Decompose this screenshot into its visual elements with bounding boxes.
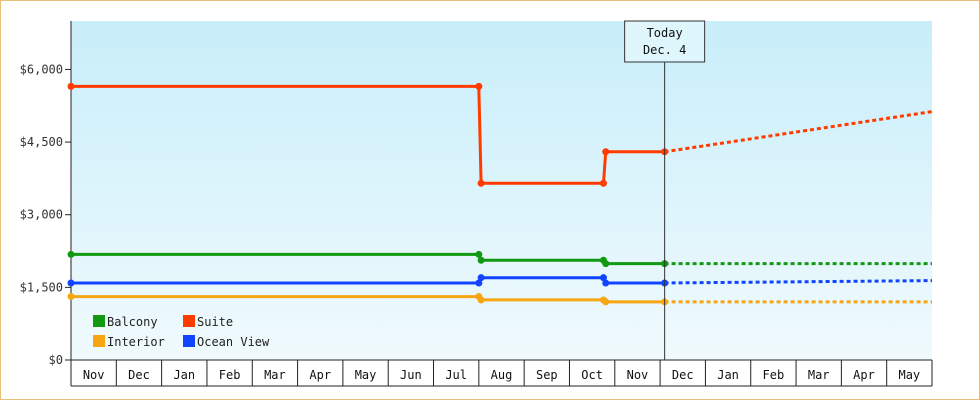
- x-month-label: Jan: [717, 368, 739, 382]
- data-point-suite: [477, 179, 485, 187]
- series-line-interior: [71, 295, 665, 304]
- y-axis: $0 $1,500 $3,000 $4,500 $6,000: [20, 21, 72, 367]
- x-month-label: Mar: [808, 368, 830, 382]
- plot-background: [71, 21, 932, 360]
- x-month-label: Dec: [672, 368, 694, 382]
- today-marker: Today Dec. 4: [624, 20, 706, 360]
- data-point-interior: [67, 293, 75, 301]
- data-point-suite: [67, 82, 75, 90]
- x-month-label: Nov: [83, 368, 105, 382]
- legend-label-balcony: Balcony: [107, 315, 158, 329]
- data-point-ocean-view: [67, 279, 75, 287]
- forecast-line-suite: [664, 110, 933, 154]
- legend-label-suite: Suite: [197, 315, 233, 329]
- today-label: Today: [647, 26, 683, 40]
- x-month-label: Jan: [173, 368, 195, 382]
- data-point-ocean-view: [477, 274, 485, 282]
- x-month-label: Apr: [853, 368, 875, 382]
- x-month-label: Jun: [400, 368, 422, 382]
- data-point-ocean-view: [602, 279, 610, 287]
- data-point-ocean-view: [475, 279, 483, 287]
- series-line-suite: [71, 84, 665, 185]
- x-month-label: Jul: [445, 368, 467, 382]
- legend-label-ocean-view: Ocean View: [197, 335, 270, 349]
- x-month-label: Dec: [128, 368, 150, 382]
- y-tick-label: $6,000: [20, 62, 63, 76]
- x-month-label: Nov: [627, 368, 649, 382]
- data-point-interior: [602, 298, 610, 306]
- y-tick-label: $4,500: [20, 135, 63, 149]
- series-lines: [71, 84, 933, 304]
- y-tick-label: $3,000: [20, 208, 63, 222]
- legend-swatch-balcony: [93, 315, 105, 327]
- y-tick-label: $1,500: [20, 280, 63, 294]
- x-month-label: Feb: [763, 368, 785, 382]
- data-point-suite: [602, 148, 610, 156]
- legend-swatch-suite: [183, 315, 195, 327]
- x-month-label: May: [355, 368, 377, 382]
- x-month-label: Aug: [491, 368, 513, 382]
- x-month-label: May: [898, 368, 920, 382]
- today-date: Dec. 4: [643, 43, 686, 57]
- series-markers: [67, 82, 669, 306]
- data-point-balcony: [475, 250, 483, 258]
- data-point-interior: [477, 296, 485, 304]
- data-point-balcony: [477, 256, 485, 264]
- legend: Balcony Suite Interior Ocean View: [93, 315, 270, 349]
- legend-label-interior: Interior: [107, 335, 165, 349]
- data-point-balcony: [67, 250, 75, 258]
- series-line-ocean-view: [71, 276, 665, 285]
- x-month-label: Feb: [219, 368, 241, 382]
- x-month-label: Apr: [309, 368, 331, 382]
- today-label-box: [624, 20, 706, 63]
- x-axis: Nov Dec Jan Feb Mar Apr May Jun Jul Aug Sep Oct Nov D…: [70, 359, 933, 387]
- data-point-ocean-view: [599, 274, 607, 282]
- data-point-balcony: [602, 260, 610, 268]
- legend-swatch-ocean-view: [183, 335, 195, 347]
- x-month-label: Oct: [581, 368, 603, 382]
- series-line-balcony: [71, 252, 665, 266]
- legend-swatch-interior: [93, 335, 105, 347]
- x-month-label: Sep: [536, 368, 558, 382]
- x-month-label: Mar: [264, 368, 286, 382]
- data-point-suite: [475, 82, 483, 90]
- y-tick-label: $0: [49, 353, 63, 367]
- data-point-suite: [599, 179, 607, 187]
- forecast-line-ocean-view: [664, 279, 933, 285]
